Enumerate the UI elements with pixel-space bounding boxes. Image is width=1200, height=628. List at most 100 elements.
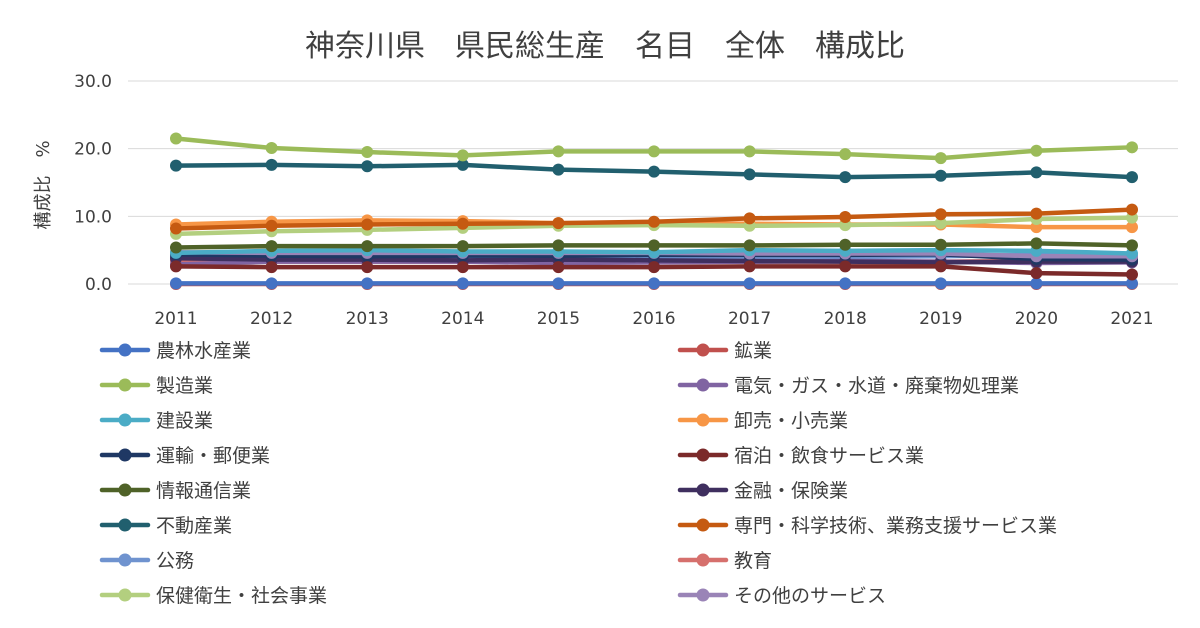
legend-item: その他のサービス <box>677 585 886 607</box>
data-point <box>170 277 182 290</box>
data-point <box>361 218 374 231</box>
legend-label: 運輸・郵便業 <box>156 445 270 467</box>
data-point <box>170 222 182 235</box>
data-point <box>934 152 947 165</box>
y-axis-label: 構成比 % <box>33 140 54 229</box>
legend-label: 保健衛生・社会事業 <box>156 585 327 607</box>
x-tick-label: 2013 <box>346 309 389 329</box>
legend-item: 農林水産業 <box>99 340 251 362</box>
legend-item: 卸売・小売業 <box>677 410 848 432</box>
y-tick-label: 10.0 <box>74 207 112 227</box>
x-tick-label: 2021 <box>1110 309 1153 329</box>
data-point <box>648 215 660 228</box>
x-axis-ticks: 2011 2012 2013 2014 2015 2016 2017 2018 2019 2020… <box>154 309 1153 329</box>
data-point <box>1126 277 1138 290</box>
data-point <box>552 217 565 230</box>
data-point <box>265 158 278 171</box>
data-point <box>1030 166 1043 179</box>
data-point <box>170 132 182 145</box>
data-point <box>934 277 947 290</box>
data-point <box>1126 171 1138 184</box>
legend-swatch-marker <box>696 483 710 497</box>
data-point <box>170 159 182 172</box>
legend-item: 公務 <box>99 550 194 572</box>
data-point <box>456 261 469 274</box>
legend-label: 教育 <box>734 550 772 572</box>
chart-title: 神奈川県 県民総生産 名目 全体 構成比 <box>305 29 905 64</box>
legend-swatch-marker <box>118 413 132 427</box>
x-tick-label: 2016 <box>632 309 675 329</box>
series-lines <box>170 132 1138 290</box>
legend-swatch-marker <box>696 378 710 392</box>
x-tick-label: 2015 <box>537 309 580 329</box>
legend-item: 保健衛生・社会事業 <box>99 585 327 607</box>
data-point <box>456 149 469 162</box>
legend-item: 宿泊・飲食サービス業 <box>677 445 924 467</box>
legend-label: 不動産業 <box>156 515 232 537</box>
data-point <box>934 238 947 251</box>
data-point <box>456 277 469 290</box>
data-point <box>648 277 660 290</box>
legend-label: 専門・科学技術、業務支援サービス業 <box>734 515 1057 537</box>
legend-label: 宿泊・飲食サービス業 <box>734 445 924 467</box>
series-7 <box>170 260 1138 281</box>
data-point <box>1126 221 1138 234</box>
data-point <box>934 169 947 182</box>
data-point <box>934 217 947 230</box>
series-10 <box>170 158 1138 184</box>
legend-swatch-marker <box>696 413 710 427</box>
series-11 <box>170 203 1138 235</box>
legend-swatch-marker <box>118 588 132 602</box>
data-point <box>265 261 278 274</box>
data-point <box>1030 237 1043 250</box>
legend-swatch-marker <box>696 553 710 567</box>
data-point <box>839 211 852 224</box>
legend-swatch-marker <box>696 448 710 462</box>
data-point <box>743 168 756 181</box>
data-point <box>265 277 278 290</box>
data-point <box>934 208 947 221</box>
legend-swatch-marker <box>118 448 132 462</box>
data-point <box>265 141 278 154</box>
data-point <box>1126 203 1138 216</box>
data-point <box>934 260 947 273</box>
legend-swatch-marker <box>696 518 710 532</box>
legend-swatch-marker <box>118 483 132 497</box>
data-point <box>361 146 374 159</box>
data-point <box>1126 268 1138 281</box>
legend-label: 卸売・小売業 <box>734 410 848 432</box>
legend-item: 教育 <box>677 550 772 572</box>
legend-swatch-marker <box>696 343 710 357</box>
legend-item: 建設業 <box>99 410 213 432</box>
data-point <box>456 158 469 171</box>
legend-item: 情報通信業 <box>99 480 251 502</box>
data-point <box>839 171 852 184</box>
legend-swatch-marker <box>118 343 132 357</box>
legend-label: 公務 <box>156 550 194 572</box>
data-point <box>1126 239 1138 252</box>
data-point <box>743 277 756 290</box>
data-point <box>648 165 660 178</box>
legend-item: 運輸・郵便業 <box>99 445 270 467</box>
data-point <box>648 239 660 252</box>
data-point <box>552 261 565 274</box>
data-point <box>839 260 852 273</box>
data-point <box>265 240 278 253</box>
data-point <box>265 219 278 232</box>
legend-label: 鉱業 <box>734 340 772 362</box>
x-tick-label: 2017 <box>728 309 771 329</box>
data-point <box>170 260 182 273</box>
legend-label: 製造業 <box>156 375 213 397</box>
data-point <box>361 240 374 253</box>
legend-swatch-marker <box>696 588 710 602</box>
series-2 <box>170 132 1138 165</box>
data-point <box>456 240 469 253</box>
data-point <box>743 260 756 273</box>
data-point <box>839 277 852 290</box>
data-point <box>552 239 565 252</box>
x-tick-label: 2011 <box>154 309 197 329</box>
data-point <box>648 145 660 158</box>
data-point <box>552 145 565 158</box>
data-point <box>552 163 565 176</box>
